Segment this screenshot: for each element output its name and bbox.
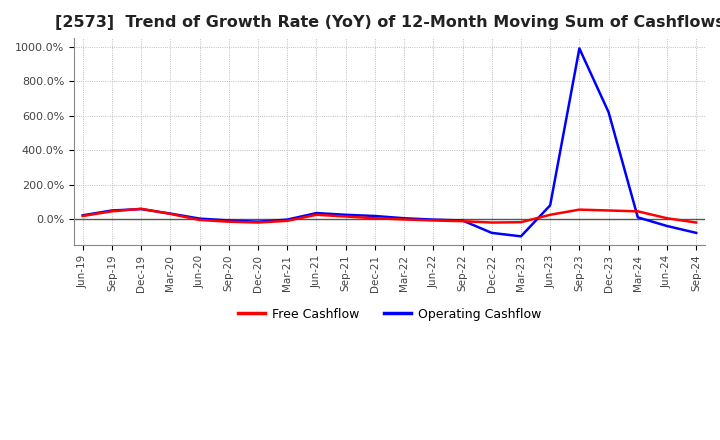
Free Cashflow (341, 212, 350, 217)
Free Cashflow (400, 216, 408, 221)
Free Cashflow (487, 230, 496, 235)
Free Cashflow (517, 234, 526, 239)
Free Cashflow (458, 218, 467, 223)
Operating Cashflow (517, 220, 526, 225)
Free Cashflow (283, 217, 292, 222)
Operating Cashflow (546, 212, 554, 217)
Free Cashflow (137, 206, 145, 212)
Operating Cashflow (371, 216, 379, 221)
Free Cashflow (253, 219, 262, 224)
Operating Cashflow (312, 212, 321, 217)
Free Cashflow (107, 208, 116, 213)
Operating Cashflow (195, 217, 204, 223)
Title: [2573]  Trend of Growth Rate (YoY) of 12-Month Moving Sum of Cashflows: [2573] Trend of Growth Rate (YoY) of 12-… (55, 15, 720, 30)
Free Cashflow (634, 215, 642, 220)
Operating Cashflow (400, 217, 408, 222)
Line: Free Cashflow: Free Cashflow (83, 48, 696, 236)
Free Cashflow (692, 230, 701, 235)
Free Cashflow (371, 213, 379, 219)
Operating Cashflow (166, 211, 175, 216)
Operating Cashflow (253, 220, 262, 225)
Line: Operating Cashflow: Operating Cashflow (83, 209, 696, 223)
Operating Cashflow (458, 219, 467, 224)
Operating Cashflow (283, 218, 292, 224)
Operating Cashflow (634, 209, 642, 214)
Free Cashflow (312, 210, 321, 216)
Free Cashflow (429, 217, 438, 222)
Free Cashflow (575, 46, 584, 51)
Free Cashflow (604, 110, 613, 115)
Operating Cashflow (137, 206, 145, 211)
Operating Cashflow (662, 216, 671, 221)
Operating Cashflow (575, 207, 584, 212)
Free Cashflow (166, 211, 175, 216)
Free Cashflow (225, 218, 233, 223)
Free Cashflow (195, 216, 204, 221)
Free Cashflow (662, 224, 671, 229)
Operating Cashflow (78, 213, 87, 219)
Operating Cashflow (225, 219, 233, 224)
Operating Cashflow (692, 220, 701, 225)
Operating Cashflow (487, 220, 496, 225)
Operating Cashflow (429, 218, 438, 223)
Legend: Free Cashflow, Operating Cashflow: Free Cashflow, Operating Cashflow (233, 303, 546, 326)
Operating Cashflow (341, 214, 350, 219)
Operating Cashflow (604, 208, 613, 213)
Operating Cashflow (107, 209, 116, 214)
Free Cashflow (546, 203, 554, 208)
Free Cashflow (78, 213, 87, 218)
